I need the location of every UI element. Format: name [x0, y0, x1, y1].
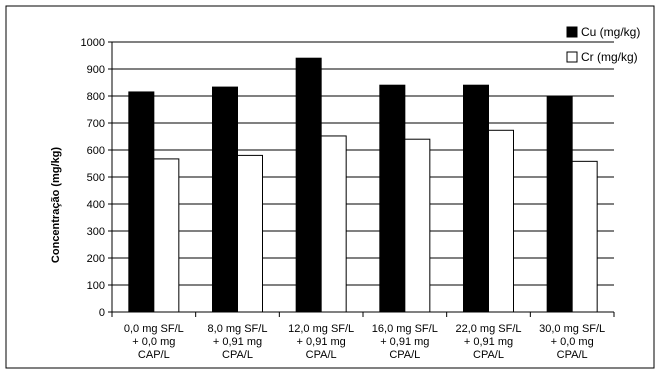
legend-swatch-cr [566, 51, 578, 63]
x-tick-label: CPA/L [389, 349, 420, 361]
legend-swatch-cu [566, 26, 578, 38]
x-tick-label: 8,0 mg SF/L [208, 323, 268, 335]
y-tick-label: 200 [87, 253, 105, 265]
x-tick-label: + 0,91 mg [297, 336, 346, 348]
x-tick-label: CPA/L [306, 349, 337, 361]
x-tick-label: CPA/L [557, 349, 588, 361]
bar-cu [128, 91, 155, 313]
y-tick-labels: 0 100 200 300 400 500 600 700 800 900 1000 [81, 37, 105, 319]
legend-label-cu: Cu (mg/kg) [581, 25, 640, 39]
bar-cu [212, 86, 238, 313]
bar-cr [404, 138, 431, 313]
x-tick-label: + 0,91 mg [213, 336, 262, 348]
x-tick-label: CAP/L [138, 349, 170, 361]
bar-cu [379, 84, 406, 313]
bar-cr [153, 158, 180, 313]
y-tick-label: 0 [99, 307, 105, 319]
x-tick-label: + 0,91 mg [464, 336, 513, 348]
y-tick-label: 900 [87, 64, 105, 76]
bar-cr [571, 160, 598, 313]
y-tick-label: 1000 [81, 37, 105, 49]
bar-cu [295, 57, 322, 313]
y-tick-label: 500 [87, 172, 105, 184]
y-tick-label: 100 [87, 280, 105, 292]
x-tick-label: 12,0 mg SF/L [288, 323, 354, 335]
x-tick-label: 30,0 mg SF/L [539, 323, 605, 335]
bar-cu [463, 84, 489, 313]
bar-cr [488, 129, 514, 313]
y-tick-label: 300 [87, 226, 105, 238]
axes [108, 41, 615, 317]
legend: Cu (mg/kg) Cr (mg/kg) [566, 25, 640, 64]
y-tick-label: 400 [87, 199, 105, 211]
y-tick-label: 700 [87, 118, 105, 130]
x-tick-label: CPA/L [222, 349, 253, 361]
bar-cr [320, 135, 347, 313]
legend-label-cr: Cr (mg/kg) [581, 50, 638, 64]
y-tick-label: 800 [87, 91, 105, 103]
grid-lines [112, 41, 614, 286]
y-axis-title: Concentração (mg/kg) [50, 147, 62, 263]
x-tick-label: + 0,91 mg [380, 336, 429, 348]
x-tick-label: 16,0 mg SF/L [372, 323, 438, 335]
bar-cu [546, 96, 573, 313]
x-tick-label: 0,0 mg SF/L [124, 323, 184, 335]
x-tick-label: + 0,0 mg [132, 336, 175, 348]
bar-cr [237, 154, 263, 313]
x-tick-label: 22,0 mg SF/L [455, 323, 521, 335]
x-tick-label: CPA/L [473, 349, 504, 361]
y-tick-label: 600 [87, 145, 105, 157]
x-tick-label: + 0,0 mg [551, 336, 594, 348]
